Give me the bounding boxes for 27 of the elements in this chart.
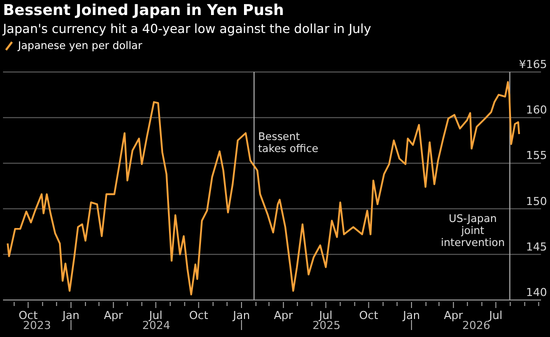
x-tick-label: Oct [189,309,209,322]
chart-title: Bessent Joined Japan in Yen Push [3,1,284,19]
x-tick-label: Oct [18,309,38,322]
y-tick-label: 145 [526,240,547,254]
x-tick-label: Jul [148,309,162,322]
x-tick-label: Apr [104,309,124,322]
ref-line-label: US-Japan joint intervention [440,213,505,249]
text: 2025 [312,319,340,332]
legend-label: Japanese yen per dollar [16,40,142,52]
text: 2023 [23,319,52,332]
x-tick-label: Jul [318,309,332,322]
y-tick-label: ¥165 [519,58,547,71]
x-tick-label: Jan [402,309,420,322]
x-tick-label: Jul [488,309,502,322]
text: 2026 [462,319,490,332]
y-tick-label: 140 [526,286,547,299]
x-tick-label: Jan [232,309,250,322]
y-tick-label: 160 [526,104,547,117]
y-tick-label: 155 [526,149,547,162]
x-tick-label: Oct [359,309,379,322]
x-tick-label: Jan [62,309,80,322]
text: 2024 [142,319,170,332]
chart-subtitle: Japan's currency hit a 40-year low against the dollar in July [3,21,372,36]
y-tick-label: 150 [526,194,547,208]
x-tick-label: Apr [444,309,464,322]
x-tick-label: Apr [274,309,294,322]
ref-line-label: Bessent takes office [258,131,318,155]
